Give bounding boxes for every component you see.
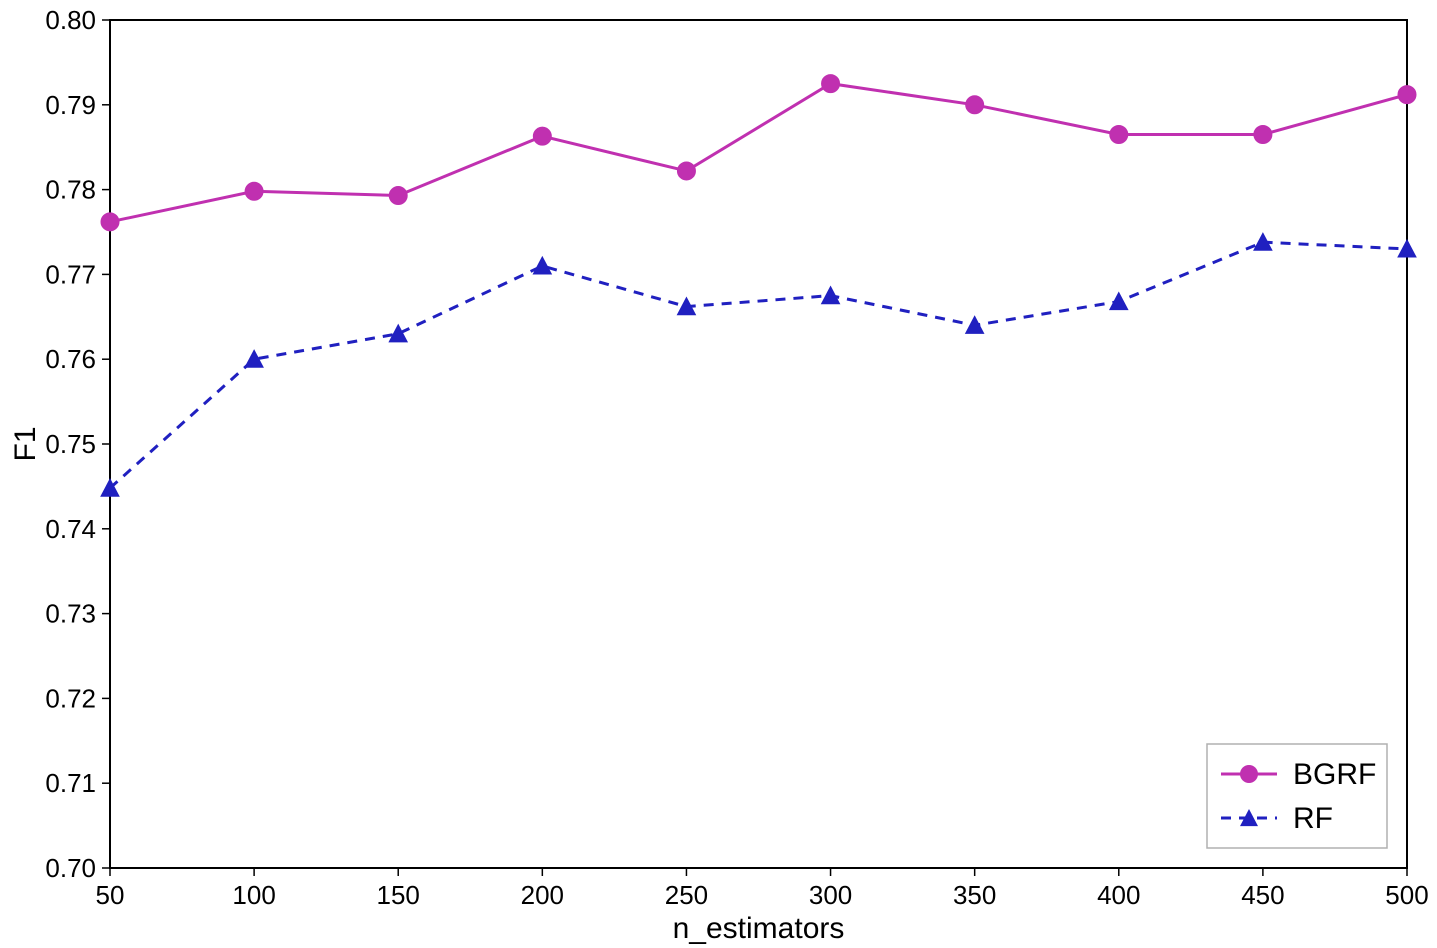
x-tick-label: 450	[1241, 880, 1284, 910]
plot-border	[110, 20, 1407, 868]
y-tick-label: 0.73	[45, 599, 96, 629]
legend-marker-bgrf	[1240, 765, 1258, 783]
x-tick-label: 50	[96, 880, 125, 910]
y-tick-label: 0.78	[45, 175, 96, 205]
series-marker-bgrf	[1110, 125, 1128, 143]
series-line-rf	[110, 242, 1407, 488]
series-marker-bgrf	[389, 187, 407, 205]
y-tick-label: 0.79	[45, 90, 96, 120]
series-marker-bgrf	[533, 127, 551, 145]
series-marker-bgrf	[1254, 125, 1272, 143]
series-marker-bgrf	[245, 182, 263, 200]
x-tick-label: 150	[377, 880, 420, 910]
line-chart: 50 100 150 200 250 300 350 400 450 500 n_estimator…	[0, 0, 1437, 948]
series-line-bgrf	[110, 84, 1407, 222]
x-axis-label: n_estimators	[673, 912, 845, 945]
x-tick-label: 200	[521, 880, 564, 910]
y-tick-label: 0.74	[45, 514, 96, 544]
series-marker-bgrf	[966, 96, 984, 114]
series-marker-bgrf	[1398, 86, 1416, 104]
series-marker-bgrf	[677, 162, 695, 180]
y-axis-label: F1	[9, 426, 42, 461]
x-tick-label: 250	[665, 880, 708, 910]
y-tick-label: 0.72	[45, 683, 96, 713]
y-tick-label: 0.80	[45, 5, 96, 35]
legend-label-bgrf: BGRF	[1293, 758, 1376, 791]
series-marker-rf	[822, 287, 840, 304]
legend-label-rf: RF	[1293, 802, 1333, 835]
series-marker-rf	[1398, 240, 1416, 257]
y-tick-label: 0.75	[45, 429, 96, 459]
chart-container: 50 100 150 200 250 300 350 400 450 500 n_estimator…	[0, 0, 1437, 948]
series-marker-bgrf	[822, 75, 840, 93]
series-marker-rf	[389, 325, 407, 342]
x-tick-label: 350	[953, 880, 996, 910]
y-tick-label: 0.76	[45, 344, 96, 374]
y-tick-label: 0.70	[45, 853, 96, 883]
series-marker-rf	[966, 316, 984, 333]
x-tick-label: 100	[232, 880, 275, 910]
x-tick-label: 300	[809, 880, 852, 910]
y-tick-label: 0.77	[45, 259, 96, 289]
series-marker-bgrf	[101, 213, 119, 231]
series-marker-rf	[533, 257, 551, 274]
y-tick-label: 0.71	[45, 768, 96, 798]
x-tick-label: 400	[1097, 880, 1140, 910]
x-tick-label: 500	[1385, 880, 1428, 910]
